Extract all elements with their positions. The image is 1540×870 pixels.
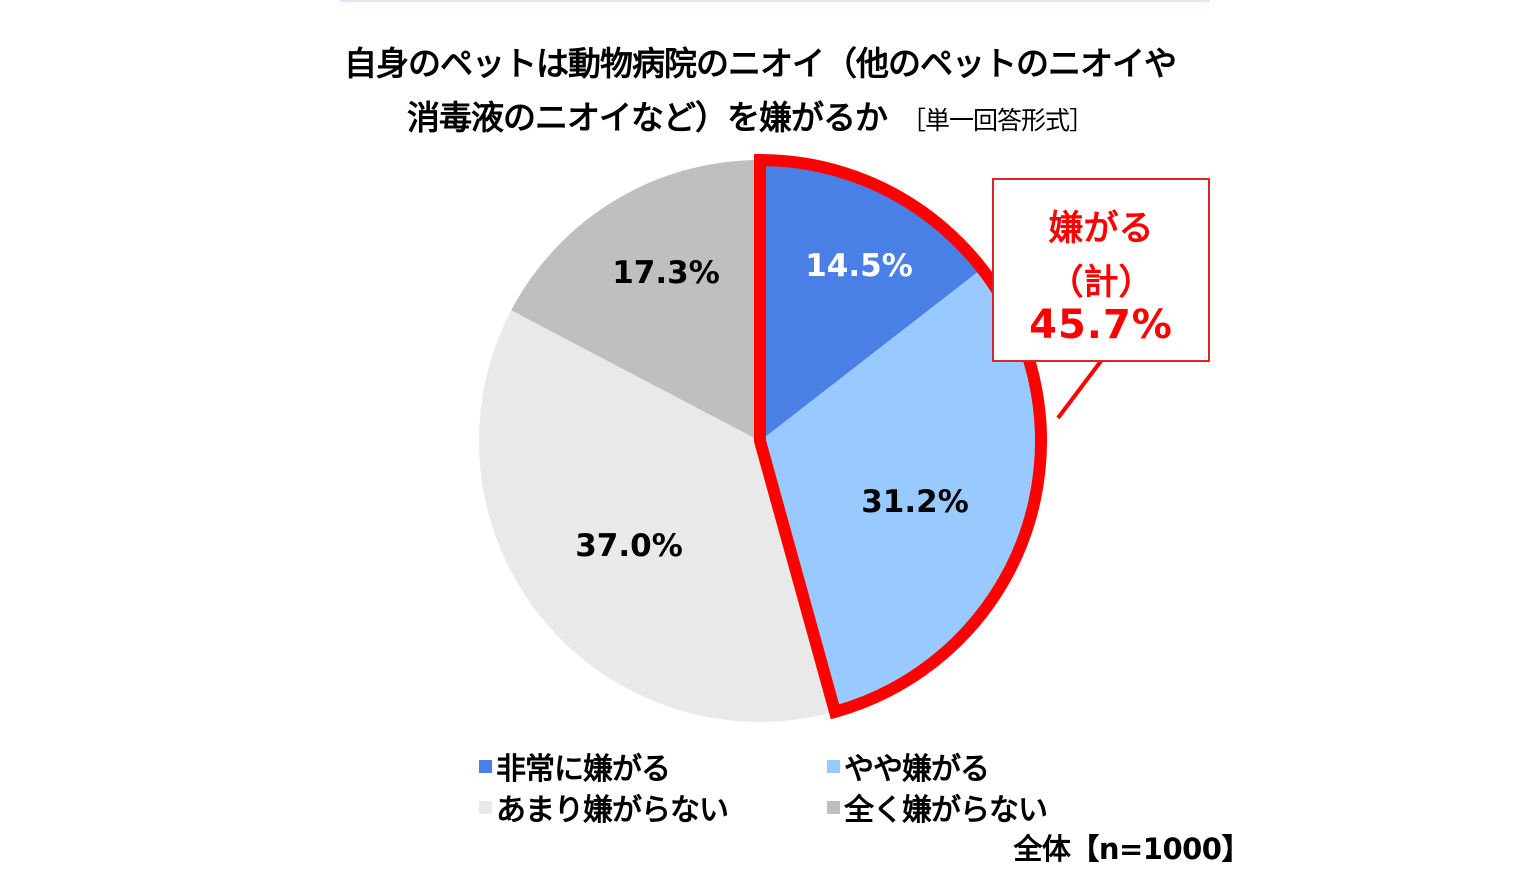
callout-title: 嫌がる (1048, 209, 1154, 249)
slice-label-not-much: 37.0% (575, 528, 683, 564)
slice-not-much (478, 310, 835, 722)
chart-title-text: 消毒液のニオイなど）を嫌がるか (406, 98, 888, 137)
legend-item-somewhat: やや嫌がる (827, 744, 990, 788)
callout-connector (1056, 359, 1103, 420)
legend-item-not-much: あまり嫌がらない (479, 785, 729, 829)
slice-label-very: 14.5% (805, 248, 913, 284)
legend-label: 非常に嫌がる (496, 752, 671, 787)
answer-format-label: ［単一回答形式］ (900, 106, 1094, 135)
legend-swatch (827, 759, 840, 773)
slice-label-somewhat: 31.2% (861, 484, 969, 520)
top-divider (340, 0, 1210, 2)
slice-not-at-all (511, 160, 760, 441)
legend-swatch (479, 800, 492, 814)
callout-subtitle: （計） (1048, 263, 1154, 303)
sample-size: 全体【n=1000】 (1013, 832, 1250, 866)
chart-title-line2: 消毒液のニオイなど）を嫌がるか ［単一回答形式］ (0, 96, 1520, 143)
chart-title-line1: 自身のペットは動物病院のニオイ（他のペットのニオイや (344, 44, 1177, 83)
legend-swatch (827, 800, 840, 814)
legend-label: やや嫌がる (844, 752, 990, 787)
legend-swatch (479, 759, 492, 773)
legend-label: あまり嫌がらない (496, 793, 729, 828)
callout-value: 45.7% (1029, 302, 1173, 348)
legend-item-very: 非常に嫌がる (479, 744, 671, 788)
slice-very (760, 160, 983, 441)
slice-somewhat (760, 268, 1041, 712)
legend-item-not-at-all: 全く嫌がらない (827, 785, 1048, 829)
legend-label: 全く嫌がらない (844, 793, 1048, 828)
slice-label-not-at-all: 17.3% (612, 255, 720, 291)
total-dislike-callout: 嫌がる （計） 45.7% (992, 178, 1210, 362)
highlight-outline (754, 153, 1047, 720)
